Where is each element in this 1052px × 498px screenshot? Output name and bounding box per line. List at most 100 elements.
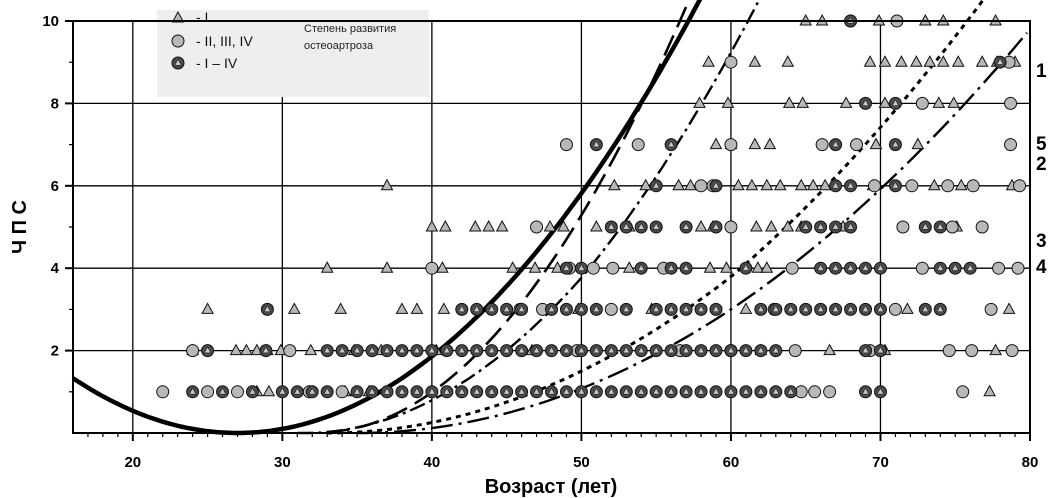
- x-tick-label: 20: [124, 454, 141, 471]
- point-triangle: [547, 387, 556, 395]
- triangle-point: [262, 384, 276, 397]
- point-triangle: [532, 346, 541, 354]
- point-triangle: [712, 387, 720, 395]
- circle-triangle-point: [619, 385, 633, 399]
- point-triangle: [562, 387, 571, 395]
- triangle-point: [923, 55, 937, 67]
- circle-triangle-point: [859, 96, 873, 110]
- circle-point: [171, 34, 185, 48]
- circle-triangle-point: [933, 220, 947, 234]
- circle-point: [941, 179, 955, 193]
- triangle-point: [748, 137, 762, 150]
- point-triangle: [712, 181, 720, 189]
- curve-3: [327, 0, 985, 435]
- point-triangle: [262, 346, 270, 354]
- point-triangle: [921, 222, 929, 230]
- triangle-point: [622, 261, 636, 273]
- triangle-point: [739, 302, 753, 314]
- triangle-point: [760, 178, 774, 191]
- triangle-point: [983, 384, 996, 397]
- point-triangle: [503, 305, 511, 312]
- point-triangle: [622, 387, 630, 395]
- circle-triangle-point: [948, 261, 962, 275]
- triangle-point: [320, 261, 334, 273]
- circle-point: [335, 385, 349, 399]
- point-triangle: [727, 387, 735, 395]
- circle-triangle-point: [664, 302, 678, 316]
- circle-triangle-point: [649, 220, 663, 234]
- point-triangle: [891, 99, 900, 106]
- triangle-point: [932, 96, 946, 108]
- circle-triangle-point: [649, 179, 663, 193]
- point-triangle: [652, 305, 660, 312]
- point-triangle: [876, 346, 885, 354]
- circle-triangle-point: [500, 344, 514, 358]
- circle-triangle-point: [888, 96, 902, 110]
- point-triangle: [622, 305, 630, 312]
- data-points: [156, 13, 1027, 399]
- circle-triangle-point: [859, 261, 873, 275]
- point-triangle: [413, 346, 421, 354]
- circle-triangle-point: [604, 220, 618, 234]
- circle-point: [586, 261, 600, 275]
- point-triangle: [547, 346, 556, 354]
- curve-2: [297, 0, 761, 435]
- point-triangle: [488, 387, 496, 395]
- triangle-point: [1002, 302, 1016, 314]
- x-tick-label: 70: [872, 454, 889, 471]
- circle-triangle-point: [649, 302, 663, 316]
- triangle-point: [287, 302, 301, 314]
- point-triangle: [831, 264, 840, 271]
- point-triangle: [861, 264, 870, 271]
- circle-triangle-point: [844, 220, 858, 234]
- point-triangle: [712, 346, 720, 354]
- triangle-point: [750, 219, 763, 232]
- circle-triangle-point: [425, 344, 439, 358]
- circle-triangle-point: [245, 385, 259, 399]
- circle-point: [1013, 179, 1027, 193]
- point-triangle: [488, 346, 496, 354]
- curve-4: [357, 32, 1028, 435]
- point-triangle: [667, 264, 675, 271]
- point-triangle: [577, 264, 586, 271]
- circle-triangle-point: [530, 344, 544, 358]
- point-triangle: [323, 387, 331, 395]
- x-tick-label: 60: [723, 454, 740, 471]
- triangle-point: [989, 343, 1002, 356]
- point-triangle: [757, 346, 765, 354]
- point-triangle: [772, 346, 780, 354]
- point-triangle: [787, 387, 795, 395]
- point-triangle: [592, 305, 600, 312]
- point-triangle: [802, 222, 810, 230]
- circle-triangle-point: [724, 385, 738, 399]
- circle-triangle-point: [455, 302, 469, 316]
- circle-triangle-point: [515, 302, 529, 316]
- circle-point: [425, 261, 439, 275]
- point-triangle: [353, 346, 361, 354]
- circle-triangle-point: [933, 261, 947, 275]
- legend-entry-3-label: - I – IV: [196, 55, 238, 71]
- circle-triangle-point: [515, 385, 529, 399]
- circle-triangle-point: [829, 138, 843, 152]
- point-triangle: [831, 181, 840, 189]
- point-triangle: [174, 58, 182, 66]
- point-triangle: [936, 264, 944, 271]
- point-triangle: [637, 346, 645, 354]
- triangle-point: [878, 96, 892, 108]
- circle-triangle-point: [814, 220, 828, 234]
- triangle-point: [936, 55, 950, 67]
- circle-triangle-point: [769, 385, 783, 399]
- circle-triangle-point: [559, 385, 573, 399]
- point-triangle: [652, 222, 660, 230]
- circle-triangle-point: [589, 138, 603, 152]
- triangle-point: [839, 96, 853, 108]
- circle-triangle-point: [604, 385, 618, 399]
- point-triangle: [742, 387, 750, 395]
- circle-triangle-point: [485, 385, 499, 399]
- point-triangle: [562, 264, 571, 271]
- point-triangle: [458, 305, 466, 312]
- point-triangle: [712, 305, 720, 312]
- circle-triangle-point: [559, 344, 573, 358]
- point-triangle: [622, 222, 630, 230]
- circle-triangle-point: [410, 385, 424, 399]
